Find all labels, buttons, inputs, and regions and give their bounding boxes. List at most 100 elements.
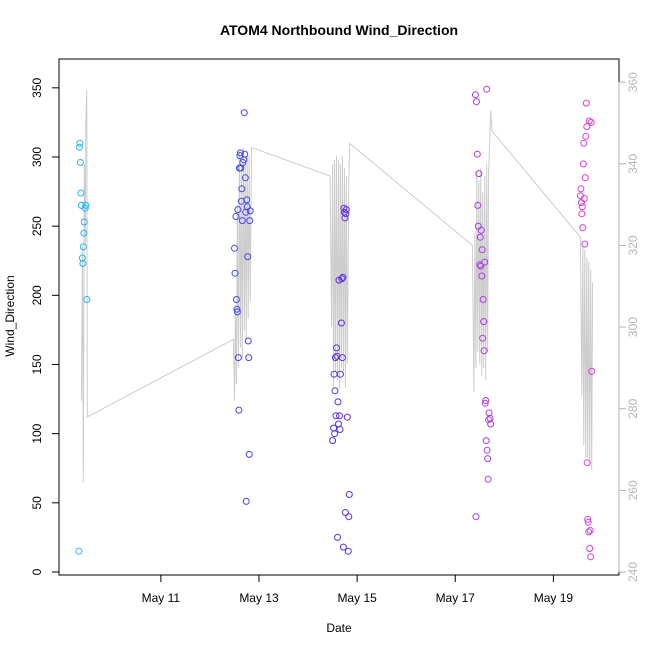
y-axis-right: 240 260 280 300 320 340 360 [618,72,640,582]
data-point [587,118,595,126]
data-point [583,459,591,467]
data-point [582,99,590,107]
data-point [477,262,485,270]
data-point [233,308,241,316]
data-point [77,189,85,197]
data-point [238,185,246,193]
y-tick-label: 250 [30,216,44,236]
data-point [341,509,349,516]
data-point [332,354,339,362]
data-point [579,160,587,168]
data-point [245,354,253,362]
data-point [331,387,339,395]
data-point [342,210,350,218]
data-point [581,174,589,182]
data-point [75,143,83,151]
data-point [578,203,586,211]
data-point [471,91,479,99]
data-point [582,132,590,140]
data-point [80,218,88,226]
data-point [75,547,83,555]
data-point [243,196,251,204]
data-point [482,437,490,445]
data-point [580,195,588,202]
x-tick-label: May 19 [534,591,574,605]
data-point [473,150,481,158]
data-point [481,399,489,407]
data-point [343,413,351,421]
y-tick-label: 150 [30,354,44,374]
data-point [483,85,491,93]
x-tick-label: May 13 [239,591,279,605]
y2-tick-label: 240 [626,562,640,582]
data-point [577,199,585,207]
data-point [80,229,88,237]
data-point [245,450,253,458]
data-point [76,159,84,166]
data-point [344,547,352,555]
x-axis-label: Date [326,621,352,635]
x-tick-label: May 11 [142,591,181,605]
data-point [241,174,249,182]
x-tick-label: May 15 [337,591,377,605]
data-point [244,253,252,261]
y-tick-label: 300 [30,147,44,167]
data-point [480,318,488,326]
data-point [587,553,595,561]
data-point [486,414,494,422]
data-point [480,347,488,355]
data-point [231,269,239,277]
data-point [479,296,487,303]
data-point [338,275,346,283]
data-point [345,491,353,498]
data-point [586,545,594,552]
grey-line-path [80,90,594,483]
data-point [79,260,87,267]
data-point [82,201,90,209]
data-point [332,412,340,420]
data-point [484,455,492,463]
data-point [336,412,343,420]
data-point [234,354,242,362]
y2-tick-label: 320 [626,235,640,255]
y-axis-label: Wind_Direction [3,275,17,356]
data-point [329,437,337,445]
data-point [482,397,490,404]
data-point [236,152,244,160]
y-axis-left: 0 50 100 150 200 250 300 350 [30,78,60,575]
data-point [336,426,344,433]
data-point [583,123,591,131]
data-point [238,217,246,225]
data-point [484,475,492,483]
data-point [342,206,350,214]
data-point [586,527,594,534]
data-point [472,513,480,521]
data-point [483,446,491,454]
data-point [474,201,482,209]
chart-title: ATOM4 Northbound Wind_Direction [220,22,458,38]
data-point [472,98,480,106]
data-point [481,258,489,266]
data-point [341,214,349,222]
y-tick-label: 0 [30,568,44,575]
data-point [241,150,249,158]
data-point [485,416,493,424]
data-point [578,210,586,218]
y2-tick-label: 280 [626,398,640,418]
data-point [580,139,588,147]
data-point [81,204,89,212]
scatter-points [75,85,596,561]
data-point [240,109,248,117]
data-point [476,233,484,241]
data-point [487,420,495,428]
data-point [231,244,238,252]
data-point [339,543,347,551]
y2-tick-label: 340 [626,153,640,173]
x-axis: May 11 May 13 May 15 May 17 May 19 [142,574,574,605]
data-point [479,334,487,342]
y-tick-label: 50 [30,496,44,510]
data-point [478,246,486,254]
data-point [579,224,587,232]
data-point [475,170,483,178]
